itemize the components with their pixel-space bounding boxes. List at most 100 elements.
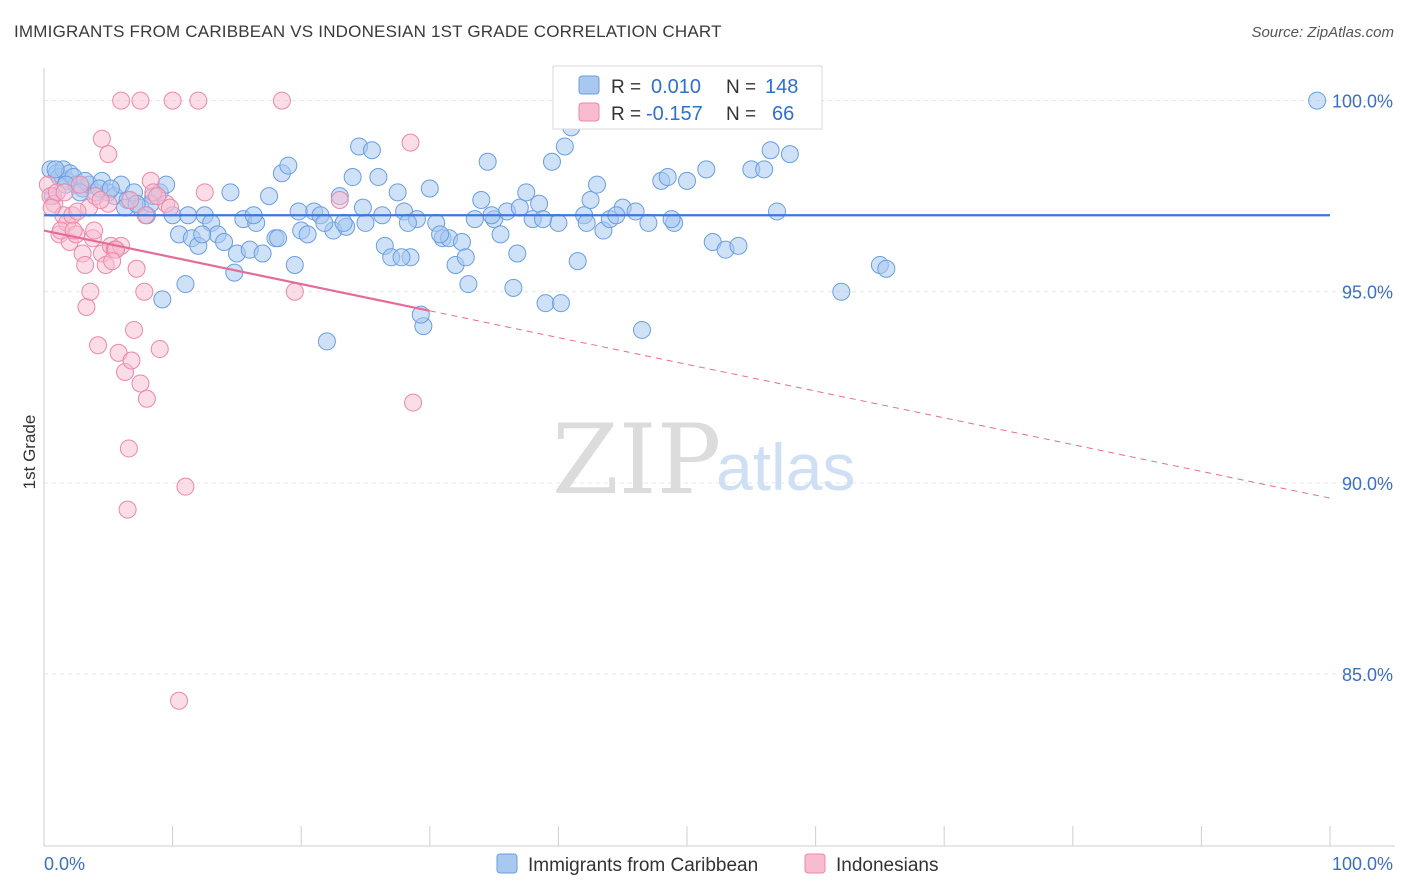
point-caribbean	[877, 259, 896, 278]
point-caribbean	[459, 275, 478, 294]
point-caribbean	[542, 152, 561, 171]
point-indonesians	[55, 183, 74, 202]
point-caribbean	[761, 141, 780, 160]
point-indonesians	[112, 91, 131, 110]
point-caribbean	[465, 210, 484, 229]
point-indonesians	[137, 389, 156, 408]
point-caribbean	[639, 213, 658, 232]
point-caribbean	[587, 175, 606, 194]
point-indonesians	[71, 175, 90, 194]
point-indonesians	[127, 259, 146, 278]
point-caribbean	[729, 236, 748, 255]
point-indonesians	[285, 282, 304, 301]
x-tick-label-end: 100.0%	[1332, 854, 1393, 874]
point-indonesians	[404, 393, 423, 412]
point-caribbean	[362, 141, 381, 160]
point-indonesians	[135, 282, 154, 301]
point-indonesians	[131, 91, 150, 110]
point-caribbean	[334, 213, 353, 232]
legend-n-value-1: 148	[765, 76, 798, 98]
point-caribbean	[472, 190, 491, 209]
bottom-legend-label-1: Immigrants from Caribbean	[528, 855, 758, 876]
point-indonesians	[122, 351, 141, 370]
legend-r-label-2: R =	[611, 104, 641, 125]
point-indonesians	[81, 282, 100, 301]
point-indonesians	[272, 91, 291, 110]
point-indonesians	[103, 252, 122, 271]
point-indonesians	[163, 91, 182, 110]
chart-source: Source: ZipAtlas.com	[1251, 24, 1394, 41]
point-caribbean	[46, 160, 65, 179]
point-indonesians	[401, 133, 420, 152]
point-caribbean	[260, 187, 279, 206]
point-caribbean	[420, 179, 439, 198]
point-caribbean	[153, 290, 172, 309]
point-indonesians	[92, 129, 111, 148]
point-caribbean	[678, 171, 696, 190]
point-indonesians	[150, 340, 169, 359]
point-caribbean	[632, 320, 651, 339]
point-caribbean	[533, 210, 552, 229]
point-caribbean	[317, 332, 336, 351]
point-caribbean	[768, 202, 787, 221]
point-caribbean	[581, 190, 600, 209]
point-indonesians	[195, 183, 214, 202]
point-caribbean	[1308, 91, 1327, 110]
legend-r-value-2: -0.157	[646, 103, 703, 125]
point-caribbean	[536, 294, 555, 313]
point-caribbean	[555, 137, 574, 156]
legend-swatch-blue	[578, 75, 600, 95]
point-caribbean	[504, 278, 523, 297]
watermark-atlas: atlas	[716, 430, 855, 504]
point-caribbean	[298, 225, 317, 244]
point-caribbean	[398, 213, 417, 232]
y-tick-label: 90.0%	[1342, 474, 1393, 494]
point-caribbean	[662, 210, 681, 229]
correlation-legend: R = 0.010 N = 148 R = -0.157 N = 66	[552, 65, 823, 130]
point-indonesians	[91, 190, 110, 209]
point-caribbean	[356, 213, 375, 232]
point-caribbean	[269, 229, 288, 248]
point-caribbean	[568, 252, 587, 271]
y-tick-label: 95.0%	[1342, 283, 1393, 303]
bottom-legend-label-2: Indonesians	[836, 855, 938, 876]
legend-n-label-2: N =	[726, 104, 756, 125]
point-caribbean	[551, 294, 570, 313]
point-caribbean	[315, 213, 334, 232]
y-tick-label: 100.0%	[1332, 92, 1393, 112]
point-caribbean	[215, 233, 234, 252]
series-legend: Immigrants from Caribbean Indonesians	[496, 853, 938, 876]
point-indonesians	[68, 202, 87, 221]
point-caribbean	[577, 213, 596, 232]
point-caribbean	[549, 213, 568, 232]
point-caribbean	[221, 183, 240, 202]
trend-lines	[43, 214, 1331, 499]
point-caribbean	[388, 183, 407, 202]
point-caribbean	[478, 152, 497, 171]
point-indonesians	[131, 374, 150, 393]
point-indonesians	[77, 298, 96, 317]
point-caribbean	[658, 168, 677, 187]
point-indonesians	[148, 187, 167, 206]
point-caribbean	[343, 168, 362, 187]
point-indonesians	[121, 190, 140, 209]
bottom-legend-swatch-pink	[804, 853, 826, 874]
y-tick-label: 85.0%	[1342, 665, 1393, 685]
point-indonesians	[76, 255, 95, 274]
gridlines	[44, 100, 1395, 675]
point-indonesians	[99, 145, 118, 164]
point-caribbean	[369, 168, 388, 187]
point-indonesians	[89, 336, 108, 355]
point-caribbean	[452, 233, 471, 252]
series-indonesians	[38, 91, 423, 710]
point-caribbean	[530, 194, 549, 213]
trend-line-indonesians	[43, 229, 431, 312]
point-indonesians	[125, 320, 144, 339]
legend-n-value-2: 66	[772, 103, 794, 125]
chart-title: IMMIGRANTS FROM CARIBBEAN VS INDONESIAN …	[14, 22, 722, 41]
point-caribbean	[176, 275, 195, 294]
legend-swatch-pink	[578, 102, 600, 122]
point-caribbean	[456, 248, 475, 267]
series-caribbean	[41, 91, 1327, 351]
